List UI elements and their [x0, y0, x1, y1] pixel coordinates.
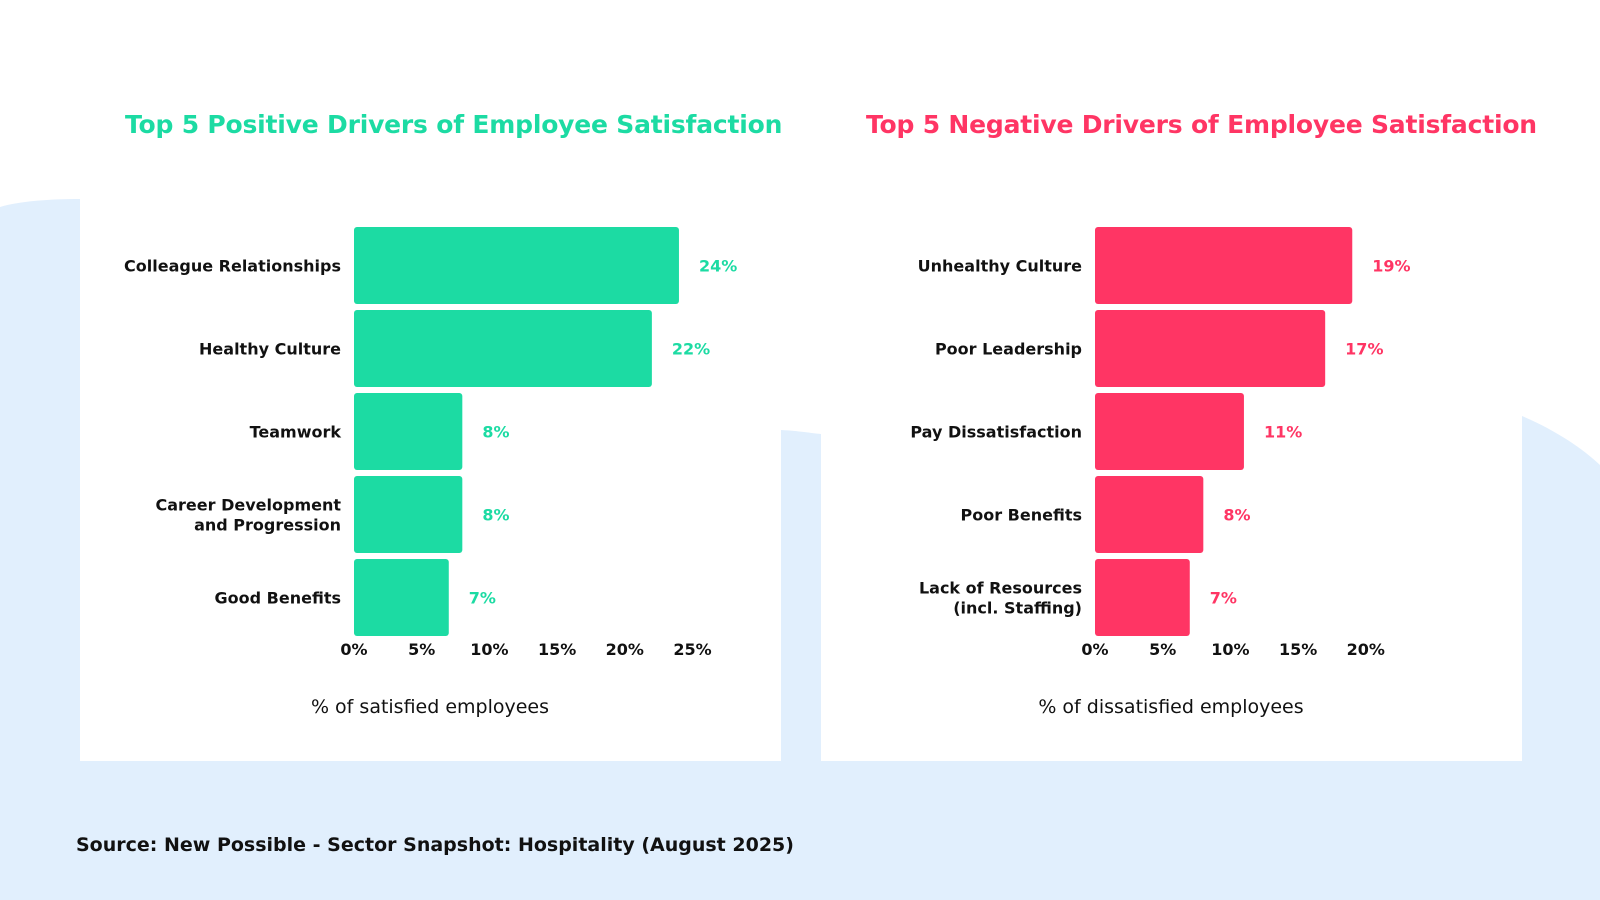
- negative-value-label-4: 8%: [1223, 506, 1250, 525]
- positive-bar-2: [354, 310, 652, 387]
- negative-drivers-chart: 19% Unhealthy Culture 17% Poor Leadership 11…: [910, 227, 1411, 718]
- positive-value-label-1: 24%: [699, 257, 737, 276]
- negative-x-tick-15pct: 15%: [1279, 640, 1317, 659]
- positive-x-axis-label: % of satisfied employees: [311, 696, 549, 718]
- negative-value-label-3: 11%: [1264, 423, 1302, 442]
- positive-bar-1: [354, 227, 679, 304]
- positive-chart-title: Top 5 Positive Drivers of Employee Satis…: [125, 110, 783, 139]
- negative-category-label-4: Poor Benefits: [961, 506, 1083, 525]
- positive-value-label-5: 7%: [469, 589, 496, 608]
- negative-bar-4: [1095, 476, 1204, 553]
- positive-category-label-2: Healthy Culture: [199, 340, 341, 359]
- negative-category-label-3: Pay Dissatisfaction: [910, 423, 1082, 442]
- negative-value-label-1: 19%: [1372, 257, 1410, 276]
- positive-x-tick-10pct: 10%: [470, 640, 508, 659]
- positive-chart-card: 24% Colleague Relationships 22% Healthy Cul…: [80, 199, 781, 761]
- negative-category-label-2: Poor Leadership: [935, 340, 1082, 359]
- negative-chart-card: 19% Unhealthy Culture 17% Poor Leadership 11…: [821, 199, 1522, 761]
- negative-bar-3: [1095, 393, 1244, 470]
- positive-x-tick-5pct: 5%: [408, 640, 435, 659]
- negative-x-axis-label: % of dissatisfied employees: [1038, 696, 1303, 718]
- positive-drivers-chart: 24% Colleague Relationships 22% Healthy Cul…: [124, 227, 737, 718]
- negative-x-tick-20pct: 20%: [1347, 640, 1385, 659]
- positive-bar-5: [354, 559, 449, 636]
- negative-bar-1: [1095, 227, 1353, 304]
- positive-value-label-3: 8%: [482, 423, 509, 442]
- positive-category-label-3: Teamwork: [250, 423, 342, 442]
- negative-chart-title: Top 5 Negative Drivers of Employee Satis…: [866, 110, 1537, 139]
- positive-bar-4: [354, 476, 463, 553]
- positive-x-tick-20pct: 20%: [606, 640, 644, 659]
- negative-value-label-5: 7%: [1210, 589, 1237, 608]
- negative-category-label-1: Unhealthy Culture: [918, 257, 1082, 276]
- source-note: Source: New Possible - Sector Snapshot: …: [76, 834, 794, 856]
- positive-value-label-4: 8%: [482, 506, 509, 525]
- positive-category-label-1: Colleague Relationships: [124, 257, 341, 276]
- negative-bar-2: [1095, 310, 1326, 387]
- positive-category-label-5: Good Benefits: [215, 589, 341, 608]
- negative-category-label-5: Lack of Resources (incl. Staffing): [919, 579, 1082, 618]
- positive-x-tick-0pct: 0%: [340, 640, 367, 659]
- negative-x-tick-5pct: 5%: [1149, 640, 1176, 659]
- negative-value-label-2: 17%: [1345, 340, 1383, 359]
- positive-category-label-4: Career Development and Progression: [156, 496, 342, 535]
- negative-x-tick-10pct: 10%: [1211, 640, 1249, 659]
- negative-x-tick-0pct: 0%: [1081, 640, 1108, 659]
- positive-x-tick-25pct: 25%: [673, 640, 711, 659]
- positive-value-label-2: 22%: [672, 340, 710, 359]
- positive-bar-3: [354, 393, 463, 470]
- positive-x-tick-15pct: 15%: [538, 640, 576, 659]
- negative-bar-5: [1095, 559, 1190, 636]
